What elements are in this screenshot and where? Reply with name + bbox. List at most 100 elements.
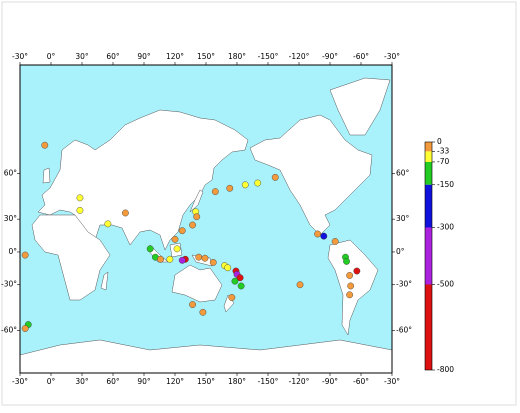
earthquake <box>331 238 339 245</box>
australia <box>171 264 223 303</box>
earthquake <box>224 264 232 272</box>
x-tick-label-top: -90° <box>322 52 338 61</box>
x-tick-label-bottom: 120° <box>166 377 184 386</box>
africa <box>31 214 111 301</box>
x-tick-label-bottom: -60° <box>353 377 369 386</box>
x-tick-label-bottom: 60° <box>106 377 120 386</box>
britain <box>42 167 51 184</box>
earthquake <box>178 227 186 235</box>
earthquake <box>228 294 236 301</box>
x-tick-label-top: 60° <box>106 52 120 61</box>
earthquake <box>199 308 207 316</box>
x-tick-label-bottom: 90° <box>137 377 151 386</box>
japan <box>189 189 204 213</box>
y-tick-label-left: -30° <box>1 280 17 289</box>
earthquake <box>193 213 201 221</box>
earthquake <box>241 181 249 189</box>
earthquake <box>76 194 84 202</box>
earthquake <box>21 251 29 259</box>
earthquake <box>189 301 196 308</box>
earthquake <box>271 173 279 181</box>
y-tick-label-right: 0° <box>396 247 405 256</box>
earthquake <box>173 245 181 253</box>
greenland <box>329 77 391 136</box>
earthquake <box>166 255 174 263</box>
earthquake <box>195 253 203 261</box>
colorbar-segment <box>425 142 432 152</box>
earthquake <box>353 267 361 275</box>
y-tick-label-right: -30° <box>396 280 412 289</box>
earthquake <box>347 282 355 290</box>
earthquake <box>104 220 112 228</box>
madagascar <box>100 271 109 291</box>
earthquake <box>201 254 209 262</box>
colorbar-segment <box>425 161 432 185</box>
eurasia <box>37 109 249 251</box>
colorbar-segment <box>425 184 432 228</box>
earthquake <box>189 221 196 229</box>
x-tick-label-top: 150° <box>197 52 215 61</box>
earthquake <box>254 179 262 187</box>
earthquake <box>237 282 245 290</box>
x-tick-label-bottom: -30° <box>384 377 400 386</box>
colorbar-label: -800 <box>437 365 454 374</box>
x-tick-label-top: -30° <box>12 52 28 61</box>
x-tick-label-bottom: 30° <box>75 377 89 386</box>
x-tick-label-top: 120° <box>166 52 184 61</box>
colorbar-label: -500 <box>437 280 454 289</box>
colorbar-segment <box>425 227 432 285</box>
y-tick-label-right: -60° <box>396 326 412 335</box>
x-tick-label-bottom: 0° <box>47 377 56 386</box>
y-tick-label-right: 60° <box>396 168 410 177</box>
x-tick-label-top: -30° <box>384 52 400 61</box>
colorbar-segment <box>425 151 432 162</box>
earthquake <box>41 141 49 149</box>
colorbar-frame <box>424 141 433 371</box>
x-tick-label-top: -150° <box>258 52 279 61</box>
y-tick-label-left: -60° <box>1 326 17 335</box>
quake-layer <box>21 141 361 332</box>
earthquake <box>178 256 186 264</box>
earthquake <box>157 255 164 263</box>
x-tick-label-top: 90° <box>137 52 151 61</box>
landmasses <box>19 77 393 374</box>
earthquake <box>231 277 239 285</box>
earthquake <box>211 188 219 196</box>
earthquake <box>296 281 304 289</box>
earthquake <box>346 272 354 279</box>
earthquake <box>146 245 154 253</box>
colorbar-label: -70 <box>437 157 449 166</box>
earthquake <box>21 325 29 332</box>
y-tick-label-left: 60° <box>4 168 18 177</box>
x-tick-label-top: 180° <box>228 52 246 61</box>
earthquake <box>122 209 129 217</box>
colorbar-label: -33 <box>437 146 449 155</box>
earthquake <box>76 206 84 214</box>
y-tick-label-right: 30° <box>396 214 410 223</box>
x-tick-label-bottom: -120° <box>289 377 310 386</box>
earthquake <box>314 230 321 238</box>
colorbar-segment <box>425 284 432 370</box>
earthquake <box>320 232 328 240</box>
earthquake <box>343 257 350 265</box>
x-tick-label-bottom: -150° <box>258 377 279 386</box>
earthquake <box>236 274 244 282</box>
x-tick-label-top: 30° <box>75 52 89 61</box>
earthquake <box>171 235 179 243</box>
earthquake <box>226 184 234 192</box>
x-tick-label-top: -60° <box>353 52 369 61</box>
x-tick-label-top: 0° <box>47 52 56 61</box>
x-tick-label-bottom: -90° <box>322 377 338 386</box>
colorbar-label: -150 <box>437 180 454 189</box>
earthquake <box>209 259 217 266</box>
earthquake <box>346 291 354 299</box>
x-tick-label-top: -120° <box>289 52 310 61</box>
y-tick-label-left: 0° <box>8 247 17 256</box>
y-tick-label-left: 30° <box>4 214 18 223</box>
x-tick-label-bottom: -30° <box>12 377 28 386</box>
colorbar-label: 0 <box>437 137 442 146</box>
x-tick-label-bottom: 180° <box>228 377 246 386</box>
colorbar-label: -300 <box>437 223 454 232</box>
north-america <box>249 114 373 236</box>
